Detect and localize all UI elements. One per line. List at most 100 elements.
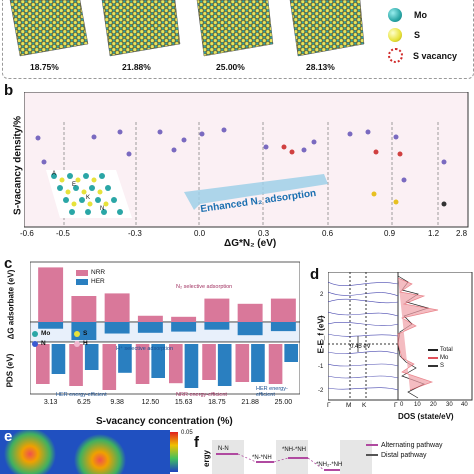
panel-b-xtick: -0.5 xyxy=(56,229,70,238)
legend-s-label: S xyxy=(414,30,421,40)
panel-d-ytick: 2 xyxy=(320,292,324,298)
nrr-bar xyxy=(104,293,130,322)
nrr-bar xyxy=(237,303,263,322)
panel-c-region-3: HER energy-efficient xyxy=(256,386,288,398)
enhanced-adsorption-arrow xyxy=(184,174,328,210)
legend-distal-swatch xyxy=(366,454,378,456)
panel-f-step: N-N xyxy=(218,446,229,452)
legend-c-mo: Mo xyxy=(32,330,72,337)
panel-b-xtick: 0.3 xyxy=(258,229,270,238)
nrr-pds-bar xyxy=(102,344,117,390)
legend-d-mo-swatch xyxy=(428,357,438,359)
panel-b-xtick: 0.9 xyxy=(384,229,396,238)
nrr-pds-bar xyxy=(169,344,183,384)
her-pds-bar xyxy=(217,344,232,386)
panel-c-letter: c xyxy=(4,255,13,272)
her-swatch xyxy=(76,278,88,285)
nrr-bar xyxy=(171,316,197,322)
her-bar xyxy=(38,322,64,329)
alternating-path xyxy=(216,453,340,471)
nrr-bar xyxy=(270,298,296,322)
mo-atom-icon xyxy=(32,330,38,337)
her-pds-bar xyxy=(151,344,165,378)
legend-nrr-label: NRR xyxy=(91,269,106,276)
panel-f-step: *NH-*NH xyxy=(282,447,306,453)
panel-d-ytick: 1 xyxy=(320,316,324,322)
panel-f-legend: Alternating pathway Distal pathway xyxy=(366,440,442,460)
n-atom-icon xyxy=(32,340,38,347)
nrr-pds-bar xyxy=(69,344,83,386)
panel-c-legend: NRR HER xyxy=(76,268,105,286)
panel-b-inset-lattice xyxy=(46,170,132,218)
panel-a-legend: Mo S S vacancy xyxy=(384,6,474,68)
panel-c-ylabel-bottom: PDS (eV) xyxy=(5,353,15,388)
nrr-pds-bar xyxy=(135,344,150,384)
panel-c-xtick: 3.13 xyxy=(44,399,58,406)
panel-d-letter: d xyxy=(310,266,320,283)
panel-d-dos-tick: 10 xyxy=(414,402,421,408)
nrr-pds-bar xyxy=(235,344,250,382)
s-atom-icon xyxy=(74,330,80,337)
panel-b-plot xyxy=(24,92,469,228)
panel-c-xtick: 12.50 xyxy=(142,399,160,406)
her-pds-bar xyxy=(284,344,298,362)
band-lines xyxy=(328,281,399,391)
legend-alternating: Alternating pathway xyxy=(366,440,442,450)
legend-alternating-swatch xyxy=(366,444,378,446)
legend-s-vacancy: S vacancy xyxy=(388,48,457,63)
panel-e-colorbar xyxy=(170,432,178,472)
gap-label: 0.45 eV xyxy=(350,344,371,350)
lattice-18-75 xyxy=(9,0,89,57)
legend-d-s-swatch xyxy=(428,365,438,367)
legend-c-h-label: H xyxy=(83,340,88,347)
legend-c-n: N xyxy=(32,340,72,347)
panel-d-xlabel: DOS (state/eV) xyxy=(398,412,454,421)
panel-d-legend: Total Mo S xyxy=(428,346,453,370)
panel-c-note-top: N₂ selective adsorption xyxy=(176,284,233,290)
legend-c-s: S xyxy=(74,330,114,337)
inset-letter-a: A xyxy=(52,171,57,177)
her-bar xyxy=(104,322,130,334)
her-bar xyxy=(270,322,296,332)
s-vacancy-icon xyxy=(388,48,403,63)
legend-s: S xyxy=(388,28,420,42)
legend-d-total: Total xyxy=(428,346,453,354)
legend-c-s-label: S xyxy=(83,330,88,337)
panel-f-ylabel: ergy xyxy=(201,450,211,467)
panel-d-ytick: -2 xyxy=(318,388,324,394)
legend-d-s-label: S xyxy=(440,363,445,369)
nrr-pds-bar xyxy=(36,344,50,384)
panel-c-xlabel: S-vacancy concentration (%) xyxy=(96,416,233,427)
inset-letter-k: K xyxy=(86,195,91,201)
panel-b-letter: b xyxy=(4,82,14,99)
nrr-swatch xyxy=(76,269,88,276)
panel-d-xtick: Γ xyxy=(327,402,331,409)
s-atom-icon xyxy=(388,28,402,42)
panel-f-step: *N-*NH xyxy=(252,455,272,461)
panel-b-xtick: 1.2 xyxy=(428,229,440,238)
h-atom-icon xyxy=(74,340,80,347)
mo-atom-icon xyxy=(388,8,402,22)
panel-b-xtick: 0.0 xyxy=(194,229,206,238)
her-pds-bar xyxy=(84,344,99,370)
panel-b-xtick: 0.6 xyxy=(322,229,334,238)
legend-c-h: H xyxy=(74,340,114,347)
panel-d-dos-tick: 0 xyxy=(400,402,404,408)
nrr-pds-bar xyxy=(268,344,283,384)
legend-c-mo-label: Mo xyxy=(41,330,51,337)
panel-b-xtick: 2.8 xyxy=(456,229,468,238)
concentration-label: 25.00% xyxy=(216,62,245,72)
nrr-bar xyxy=(71,296,97,322)
legend-d-total-label: Total xyxy=(440,347,453,353)
panel-b-xtick: -0.6 xyxy=(20,229,34,238)
panel-c-xtick: 25.00 xyxy=(275,399,293,406)
panel-d-dos-tick: 30 xyxy=(446,402,453,408)
panel-c-xtick: 21.88 xyxy=(241,399,259,406)
her-pds-bar xyxy=(251,344,265,382)
legend-d-total-swatch xyxy=(428,349,438,351)
panel-e-scale-max: 0.05 xyxy=(181,430,193,436)
panel-e-letter: e xyxy=(4,428,13,445)
legend-her-label: HER xyxy=(91,278,105,285)
panel-d-plot xyxy=(328,272,473,401)
her-bar xyxy=(137,322,163,333)
